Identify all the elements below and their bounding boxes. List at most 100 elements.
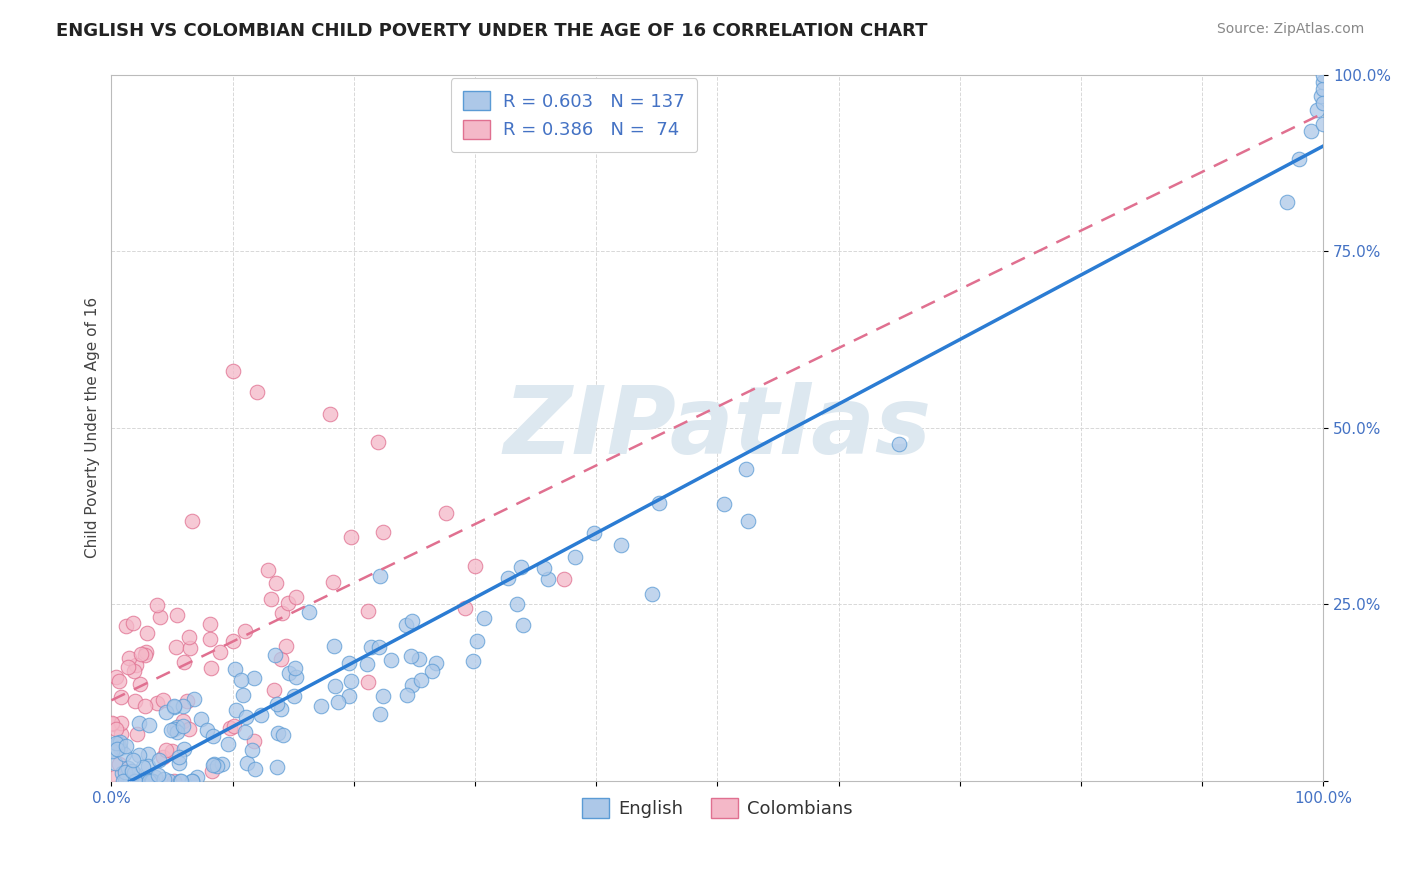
Point [201,729,224,743]
Point [112,773,135,788]
Point [162,699,184,714]
Point [117,761,139,775]
Point [337,689,360,703]
Point [128,715,150,730]
Point [713,498,735,512]
Point [371,524,394,539]
Point [108,757,131,772]
Point [401,678,423,692]
Point [735,462,758,476]
Point [256,563,278,577]
Point [104,723,127,737]
Point [277,596,299,610]
Point [149,609,172,624]
Point [1306,103,1329,117]
Point [200,661,222,675]
Point [537,572,560,586]
Y-axis label: Child Poverty Under the Age of 16: Child Poverty Under the Age of 16 [86,297,100,558]
Point [146,598,169,612]
Point [1312,68,1334,82]
Point [1312,81,1334,95]
Point [135,645,157,659]
Point [399,648,422,663]
Point [163,774,186,789]
Point [217,737,239,751]
Point [224,719,246,733]
Point [232,688,254,702]
Point [143,770,166,784]
Point [266,697,288,711]
Point [1288,153,1310,167]
Point [166,608,188,623]
Legend: English, Colombians: English, Colombians [575,790,859,825]
Point [115,619,138,633]
Point [277,666,299,681]
Point [155,705,177,719]
Point [138,774,160,789]
Point [270,702,292,716]
Point [395,618,418,632]
Point [125,658,148,673]
Point [170,774,193,789]
Point [163,700,186,714]
Point [200,617,222,632]
Point [298,605,321,619]
Point [737,514,759,528]
Point [274,639,297,653]
Point [169,756,191,771]
Point [177,722,200,736]
Point [285,591,308,605]
Point [163,722,186,736]
Point [368,569,391,583]
Point [356,657,378,672]
Point [172,699,194,714]
Point [553,572,575,586]
Point [179,630,201,644]
Point [208,645,231,659]
Point [108,735,131,749]
Point [610,538,633,552]
Point [260,592,283,607]
Point [284,670,307,684]
Text: ZIPatlas: ZIPatlas [503,382,931,474]
Point [408,652,430,666]
Point [233,724,256,739]
Point [235,756,257,770]
Point [222,634,245,648]
Point [122,765,145,780]
Point [162,744,184,758]
Point [1312,95,1334,110]
Point [117,660,139,674]
Point [105,670,128,684]
Point [357,675,380,690]
Point [152,772,174,787]
Point [101,715,124,730]
Point [173,655,195,669]
Text: ENGLISH VS COLOMBIAN CHILD POVERTY UNDER THE AGE OF 16 CORRELATION CHART: ENGLISH VS COLOMBIAN CHILD POVERTY UNDER… [56,22,928,40]
Point [103,770,125,784]
Point [128,747,150,762]
Point [134,648,156,663]
Point [368,640,391,654]
Point [582,525,605,540]
Point [198,632,221,646]
Point [121,764,143,778]
Point [148,768,170,782]
Point [509,560,531,574]
Point [114,764,136,779]
Point [172,719,194,733]
Point [360,640,382,655]
Point [371,689,394,703]
Point [114,774,136,789]
Point [533,561,555,575]
Point [183,692,205,706]
Point [454,601,477,615]
Point [152,750,174,764]
Point [250,707,273,722]
Point [197,723,219,738]
Point [157,774,180,789]
Point [266,760,288,774]
Point [273,728,295,742]
Point [235,709,257,723]
Point [270,652,292,666]
